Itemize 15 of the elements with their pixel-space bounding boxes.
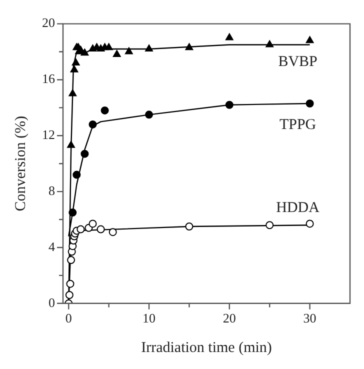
y-axis-title: Conversion (%) — [12, 116, 29, 212]
series-label: HDDA — [276, 200, 320, 216]
series-label: BVBP — [278, 54, 318, 70]
y-tick-label: 8 — [48, 182, 55, 198]
x-tick-label: 10 — [142, 310, 156, 326]
y-tick-label: 20 — [42, 15, 55, 30]
x-axis-title: Irradiation time (min) — [141, 340, 272, 356]
x-tick-label: 20 — [222, 310, 236, 326]
series-label: TPPG — [279, 116, 316, 133]
y-tick-label: 16 — [42, 71, 56, 86]
x-tick-label: 0 — [65, 310, 72, 326]
y-tick-label: 12 — [42, 127, 55, 142]
y-tick-label: 4 — [48, 238, 56, 254]
x-tick-label: 30 — [303, 310, 316, 326]
y-tick-label: 0 — [48, 294, 55, 310]
